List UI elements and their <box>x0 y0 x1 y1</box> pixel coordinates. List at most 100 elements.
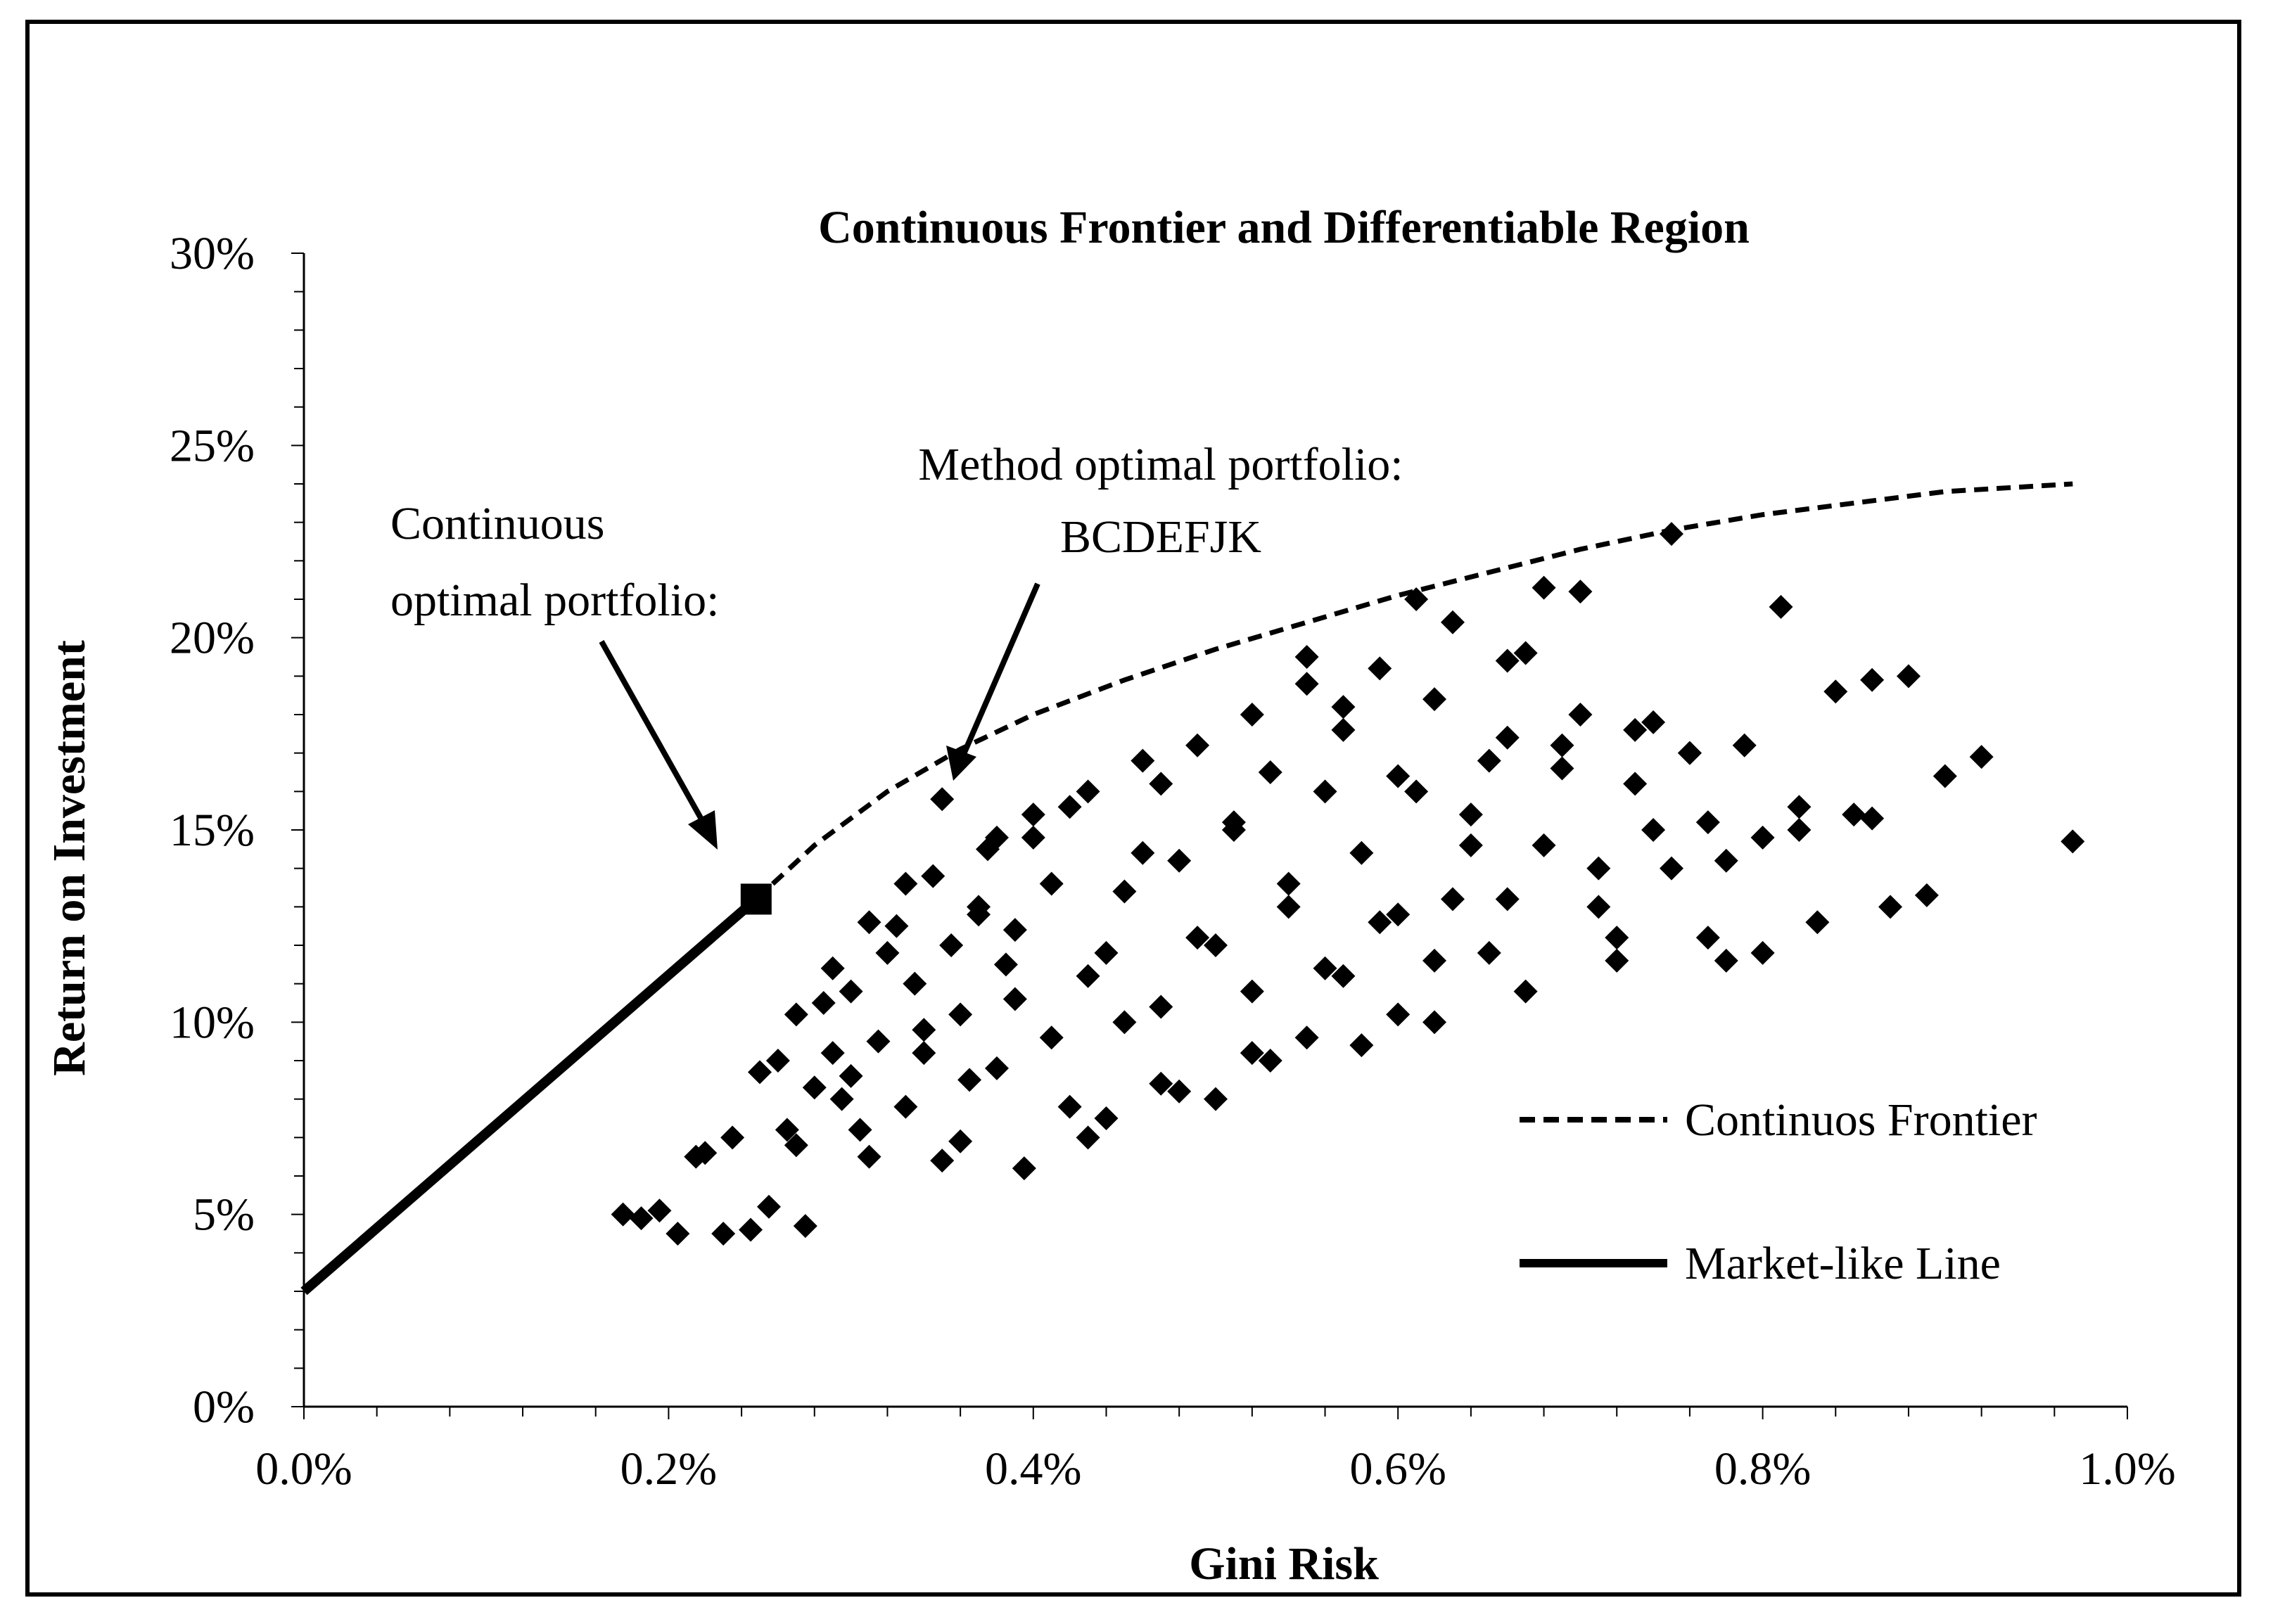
scatter-point <box>893 871 918 896</box>
scatter-point <box>711 1222 736 1246</box>
scatter-point <box>1969 745 1994 769</box>
scatter-point <box>957 1068 982 1092</box>
scatter-point <box>1477 940 1501 965</box>
scatter-point <box>1933 764 1957 788</box>
annotation-method-line-2: BCDEFJK <box>1060 511 1261 563</box>
scatter-point <box>1695 926 1720 950</box>
scatter-point <box>1787 795 1812 819</box>
scatter-point <box>611 1202 635 1227</box>
scatter-point <box>1076 1125 1100 1150</box>
scatter-point <box>1349 1033 1374 1058</box>
x-tick-label: 0.8% <box>1714 1443 1811 1495</box>
scatter-point <box>1586 856 1611 881</box>
scatter-point <box>1550 756 1574 781</box>
scatter-point <box>1185 926 1210 950</box>
scatter-point <box>912 1018 936 1042</box>
scatter-point <box>1057 795 1082 819</box>
scatter-point <box>1458 833 1483 857</box>
legend-label-market-line: Market-like Line <box>1685 1238 2001 1289</box>
scatter-point <box>866 1029 891 1054</box>
x-tick-label: 0.0% <box>255 1443 352 1495</box>
scatter-point <box>967 902 991 927</box>
scatter-point <box>629 1206 654 1231</box>
scatter-point <box>1623 717 1648 742</box>
scatter-point <box>1039 871 1064 896</box>
scatter-point <box>1878 895 1903 919</box>
y-tick-label: 30% <box>170 228 255 279</box>
scatter-point <box>1605 948 1629 973</box>
scatter-point <box>1185 733 1210 757</box>
annotation-continuous-line-2: optimal portfolio: <box>390 575 719 626</box>
scatter-point <box>1568 580 1593 604</box>
scatter-point <box>1695 810 1720 835</box>
scatter-point <box>1623 772 1648 796</box>
scatter-point <box>1258 760 1282 784</box>
scatter-point <box>748 1060 772 1085</box>
scatter-point <box>1221 810 1246 835</box>
scatter-point <box>1914 883 1939 907</box>
scatter-point <box>1368 656 1392 681</box>
scatter-point <box>1149 772 1173 796</box>
scatter-point <box>1112 879 1137 904</box>
scatter-point <box>1422 948 1447 973</box>
scatter-point <box>793 1214 817 1239</box>
scatter-point <box>2061 829 2085 854</box>
scatter-point <box>1021 825 1045 850</box>
scatter-point <box>739 1217 763 1242</box>
scatter-point <box>784 1133 808 1158</box>
scatter-point <box>666 1222 690 1246</box>
x-tick-label: 0.2% <box>620 1443 717 1495</box>
scatter-point <box>1440 887 1465 912</box>
scatter-point <box>1660 856 1683 881</box>
scatter-point <box>1149 995 1173 1019</box>
y-axis-title: Return on Investment <box>44 640 95 1076</box>
scatter-point <box>1131 748 1155 773</box>
scatter-point <box>1714 848 1738 873</box>
scatter-point <box>1002 918 1027 942</box>
scatter-point <box>829 1087 854 1111</box>
scatter-point <box>1404 779 1429 804</box>
scatter-point <box>948 1129 973 1153</box>
scatter-point <box>1167 848 1192 873</box>
scatter-point <box>1149 1071 1173 1096</box>
scatter-point <box>893 1094 918 1119</box>
scatter-point <box>848 1118 872 1142</box>
scatter-point <box>1896 664 1921 689</box>
x-tick-label: 0.6% <box>1349 1443 1446 1495</box>
annotation-method-line-1: Method optimal portfolio: <box>918 439 1403 490</box>
scatter-point <box>1258 1049 1282 1073</box>
scatter-point <box>1112 1010 1137 1035</box>
y-tick-label: 25% <box>170 420 255 471</box>
scatter-point <box>1276 895 1301 919</box>
x-tick-label: 1.0% <box>2079 1443 2175 1495</box>
x-tick-labels: 0.0% 0.2% 0.4% 0.6% 0.8% 1.0% <box>255 1443 2175 1495</box>
scatter-point <box>1386 902 1411 927</box>
scatter-point <box>939 933 964 957</box>
scatter-point <box>1349 840 1374 865</box>
scatter-point <box>857 910 881 935</box>
scatter-point <box>1532 833 1556 857</box>
scatter-point <box>1677 741 1702 765</box>
chart-title: Continuous Frontier and Differentiable R… <box>818 202 1750 253</box>
scatter-point <box>693 1141 718 1165</box>
scatter-point <box>720 1125 745 1150</box>
y-tick-label: 0% <box>193 1381 255 1433</box>
scatter-points <box>611 522 2085 1246</box>
y-tick-label: 5% <box>193 1189 255 1241</box>
scatter-point <box>1240 979 1264 1004</box>
scatter-point <box>984 1056 1009 1080</box>
scatter-point <box>820 956 845 980</box>
scatter-point <box>875 940 900 965</box>
scatter-point <box>1495 648 1520 673</box>
scatter-point <box>775 1118 799 1142</box>
scatter-point <box>1641 710 1666 734</box>
scatter-point <box>1057 1094 1082 1119</box>
scatter-point <box>1167 1079 1192 1104</box>
scatter-point <box>1732 733 1757 757</box>
scatter-point <box>811 991 836 1015</box>
scatter-point <box>1240 703 1264 727</box>
scatter-point <box>1331 695 1356 720</box>
scatter-point <box>1331 717 1356 742</box>
scatter-point <box>1422 1010 1447 1035</box>
